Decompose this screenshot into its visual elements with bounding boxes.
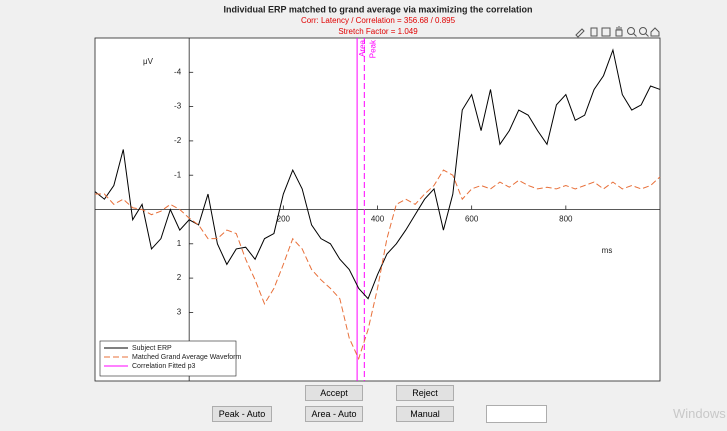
legend: Subject ERP Matched Grand Average Wavefor… (99, 340, 241, 377)
pan-icon[interactable] (615, 26, 623, 37)
chart-title: Individual ERP matched to grand average … (224, 4, 533, 14)
button[interactable]: Reject (396, 385, 454, 401)
y-tick-label: 3 (177, 308, 182, 317)
y-unit-label: μV (143, 57, 154, 66)
series-line (95, 169, 661, 361)
y-tick-label: -1 (174, 170, 182, 179)
data-tip-icon[interactable] (590, 27, 598, 37)
button[interactable]: Area - Auto (305, 406, 363, 422)
x-tick-label: 600 (465, 215, 479, 224)
button[interactable]: Peak - Auto (212, 406, 272, 422)
button[interactable]: Accept (305, 385, 363, 401)
chart-subtitle: Stretch Factor = 1.049 (338, 27, 418, 36)
y-tick-label: -3 (174, 102, 182, 111)
brush-icon[interactable] (575, 28, 585, 38)
button[interactable]: Manual (396, 406, 454, 422)
toolbar[interactable] (575, 26, 660, 38)
y-tick-label: -2 (174, 136, 182, 145)
text-input[interactable] (486, 405, 547, 423)
x-tick-label: 800 (559, 215, 573, 224)
watermark: Windows (673, 406, 726, 421)
home-icon[interactable] (650, 27, 660, 37)
series-line (94, 48, 661, 300)
chart-subtitle: Corr: Latency / Correlation = 356.68 / 0… (301, 16, 456, 25)
vertical-line-label: Area (358, 39, 367, 56)
legend-label: Matched Grand Average Waveform (132, 354, 241, 361)
x-tick-label: 200 (277, 215, 291, 224)
zoom-out-icon[interactable] (639, 27, 647, 35)
zoom-in-icon[interactable] (627, 27, 635, 35)
x-unit-label: ms (602, 246, 613, 255)
legend-label: Correlation Fitted p3 (132, 363, 196, 370)
y-tick-label: 2 (177, 273, 182, 282)
legend-label: Subject ERP (132, 345, 172, 352)
vertical-line-label: Peak (368, 39, 377, 58)
legend-icon[interactable] (601, 27, 611, 37)
plot: 200 400 600 800 -4 -3 -2 -1 1 2 3 μV ms Area Peak Subje… (94, 38, 661, 381)
x-tick-label: 400 (371, 215, 385, 224)
y-tick-label: 1 (177, 239, 182, 248)
legend-box (99, 340, 237, 377)
y-tick-label: -4 (174, 67, 182, 76)
